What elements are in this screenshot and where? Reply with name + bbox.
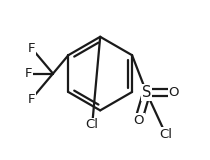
Text: S: S — [142, 85, 151, 100]
Text: Cl: Cl — [159, 128, 172, 141]
Text: O: O — [169, 86, 179, 99]
Text: F: F — [28, 93, 35, 106]
Text: F: F — [24, 67, 32, 80]
Text: F: F — [28, 41, 35, 55]
Text: O: O — [133, 113, 144, 127]
Text: Cl: Cl — [86, 118, 99, 131]
